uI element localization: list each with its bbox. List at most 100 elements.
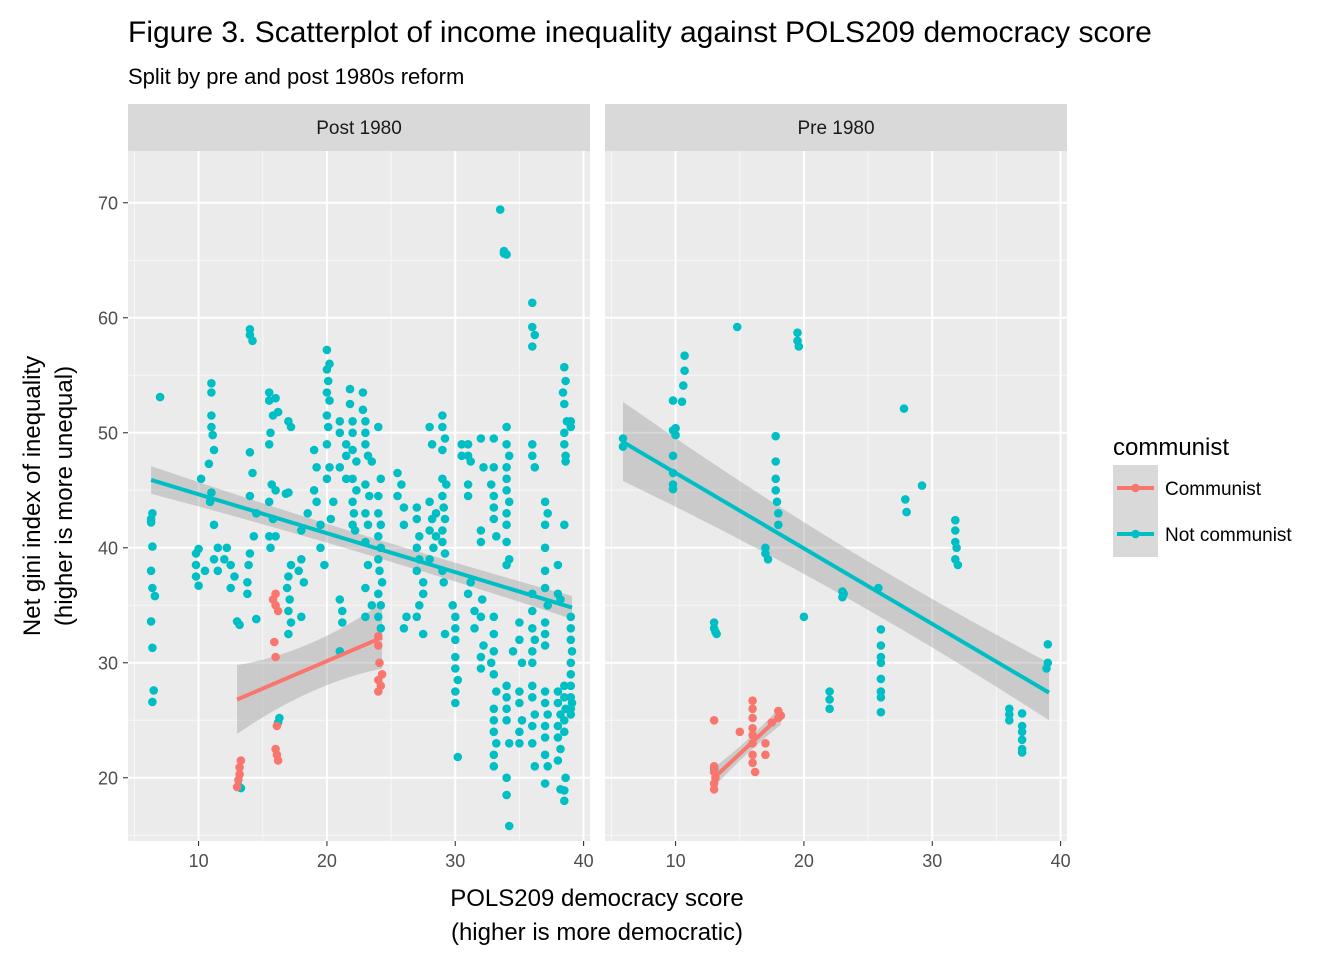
point-not-communist-post-1980: [504, 739, 514, 748]
point-not-communist-post-1980: [451, 698, 460, 708]
point-not-communist-post-1980: [418, 629, 428, 639]
point-not-communist-post-1980: [226, 560, 235, 570]
point-not-communist-post-1980: [448, 601, 458, 610]
point-not-communist-post-1980: [264, 497, 274, 507]
point-not-communist-post-1980: [515, 727, 524, 737]
point-not-communist-post-1980: [553, 560, 563, 570]
point-not-communist-post-1980: [489, 434, 499, 443]
point-not-communist-post-1980: [312, 497, 321, 507]
legend-items: Communist Not communist: [1113, 465, 1292, 557]
strip-label-pre-1980: Pre 1980: [797, 118, 874, 139]
point-not-communist-post-1980: [264, 532, 274, 541]
point-not-communist-post-1980: [350, 526, 360, 535]
point-not-communist-post-1980: [397, 480, 406, 489]
point-communist-pre-1980: [750, 767, 760, 777]
point-not-communist-post-1980: [284, 606, 293, 616]
point-not-communist-post-1980: [451, 652, 460, 662]
point-not-communist-post-1980: [502, 704, 511, 714]
point-not-communist-post-1980: [502, 773, 511, 783]
fit-lines-pre-1980: [621, 440, 1051, 780]
point-communist-pre-1980: [748, 724, 757, 733]
point-not-communist-post-1980: [148, 583, 157, 593]
point-not-communist-post-1980: [271, 486, 280, 495]
point-not-communist-post-1980: [196, 474, 206, 484]
point-not-communist-post-1980: [243, 578, 252, 587]
point-not-communist-pre-1980: [668, 451, 678, 461]
point-not-communist-post-1980: [361, 480, 370, 489]
point-not-communist-post-1980: [489, 503, 499, 512]
point-not-communist-post-1980: [348, 445, 357, 455]
point-not-communist-post-1980: [374, 555, 383, 564]
point-not-communist-post-1980: [466, 457, 476, 466]
legend-title: communist: [1113, 434, 1229, 461]
point-not-communist-post-1980: [365, 491, 374, 501]
point-not-communist-post-1980: [560, 727, 569, 737]
point-not-communist-post-1980: [528, 721, 537, 731]
point-not-communist-post-1980: [399, 624, 409, 633]
point-not-communist-post-1980: [492, 687, 501, 696]
point-not-communist-post-1980: [335, 417, 345, 426]
point-not-communist-post-1980: [567, 647, 577, 656]
point-not-communist-pre-1980: [901, 495, 910, 504]
point-not-communist-post-1980: [375, 566, 384, 576]
point-communist-pre-1980: [761, 750, 770, 760]
point-communist-post-1980: [273, 606, 283, 616]
point-not-communist-post-1980: [504, 821, 514, 831]
point-not-communist-post-1980: [457, 451, 467, 461]
point-not-communist-post-1980: [326, 514, 336, 524]
point-not-communist-post-1980: [322, 440, 332, 449]
point-not-communist-post-1980: [502, 560, 511, 570]
legend-key-point-not-communist: [1131, 529, 1140, 539]
point-not-communist-post-1980: [322, 474, 332, 484]
point-not-communist-pre-1980: [771, 486, 780, 495]
point-not-communist-post-1980: [530, 710, 540, 719]
point-not-communist-post-1980: [248, 468, 257, 478]
point-not-communist-post-1980: [271, 393, 280, 403]
ci-ribbon-not-communist-pre-1980: [622, 401, 1050, 721]
point-not-communist-post-1980: [553, 698, 563, 708]
fit-line-not-communist-post-1980: [150, 477, 573, 610]
point-not-communist-post-1980: [412, 566, 422, 576]
point-not-communist-post-1980: [457, 440, 467, 449]
point-not-communist-post-1980: [374, 612, 383, 622]
point-not-communist-post-1980: [412, 503, 422, 512]
point-not-communist-pre-1980: [825, 704, 834, 714]
point-not-communist-post-1980: [377, 578, 387, 587]
point-not-communist-post-1980: [412, 612, 422, 622]
point-communist-post-1980: [271, 589, 280, 599]
point-not-communist-pre-1980: [825, 695, 834, 704]
point-not-communist-post-1980: [515, 635, 524, 645]
point-not-communist-post-1980: [438, 526, 447, 535]
y-tick-label-50: 50: [98, 423, 118, 443]
point-not-communist-post-1980: [266, 428, 275, 438]
point-not-communist-pre-1980: [671, 430, 680, 440]
point-not-communist-post-1980: [294, 566, 304, 576]
point-not-communist-post-1980: [282, 583, 292, 593]
point-not-communist-post-1980: [489, 647, 499, 656]
point-not-communist-post-1980: [540, 698, 550, 708]
point-not-communist-post-1980: [374, 589, 383, 599]
point-not-communist-post-1980: [322, 365, 332, 374]
point-not-communist-post-1980: [363, 560, 373, 570]
point-not-communist-post-1980: [425, 497, 434, 507]
point-not-communist-post-1980: [325, 463, 334, 472]
point-not-communist-post-1980: [502, 509, 511, 518]
point-not-communist-post-1980: [284, 572, 293, 581]
point-not-communist-pre-1980: [1017, 727, 1027, 737]
point-not-communist-pre-1980: [793, 328, 802, 338]
point-not-communist-post-1980: [561, 376, 570, 386]
point-not-communist-pre-1980: [668, 396, 678, 405]
y-tick-label-40: 40: [98, 538, 118, 558]
point-not-communist-post-1980: [489, 716, 499, 725]
point-not-communist-post-1980: [361, 428, 370, 438]
point-not-communist-post-1980: [553, 733, 563, 742]
point-not-communist-pre-1980: [825, 687, 834, 696]
point-not-communist-post-1980: [566, 710, 576, 719]
point-not-communist-post-1980: [146, 566, 156, 576]
point-communist-pre-1980: [748, 750, 757, 760]
point-communist-pre-1980: [709, 785, 719, 794]
point-not-communist-post-1980: [489, 704, 499, 714]
point-not-communist-post-1980: [222, 543, 232, 553]
point-not-communist-post-1980: [207, 411, 216, 420]
point-not-communist-post-1980: [376, 601, 386, 610]
